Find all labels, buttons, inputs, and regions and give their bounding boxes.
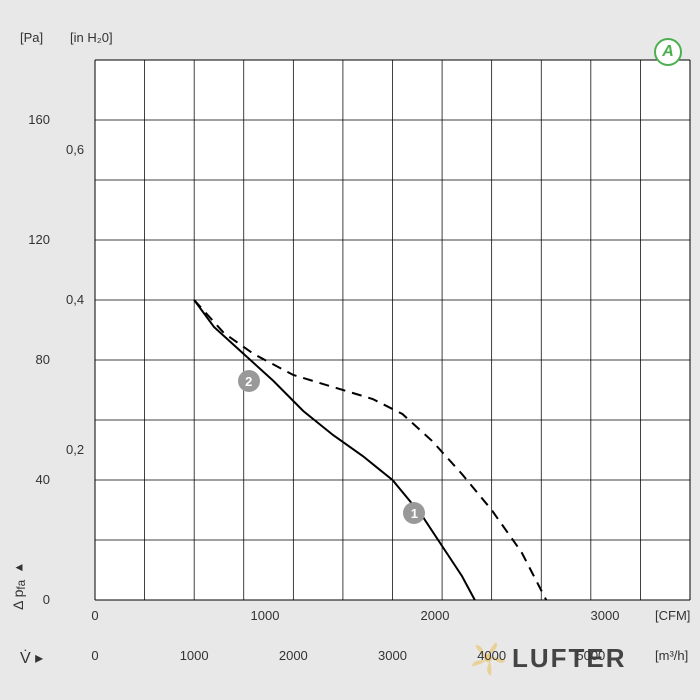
y-unit-pa-label: [Pa] [20,30,43,45]
y-unit-inh2o-label: [in H₂0] [70,30,113,45]
y-tick-inh2o: 0,4 [66,292,84,307]
y-tick-pa: 80 [15,352,50,367]
x-tick-m3h: 0 [70,648,120,663]
y-tick-pa: 160 [15,112,50,127]
y-tick-inh2o: 0,6 [66,142,84,157]
x-tick-cfm: 0 [70,608,120,623]
x-tick-m3h: 1000 [169,648,219,663]
y-tick-pa: 120 [15,232,50,247]
x-unit-m3h-label: [m³/h] [655,648,688,663]
x-tick-cfm: 1000 [240,608,290,623]
y-tick-pa: 0 [15,592,50,607]
x-tick-cfm: 2000 [410,608,460,623]
badge-a: A [654,38,682,66]
x-tick-m3h: 3000 [368,648,418,663]
x-tick-cfm: 3000 [580,608,630,623]
x-tick-m3h: 2000 [268,648,318,663]
x-axis-title: V̇ ▸ [20,648,43,668]
curve-marker-2: 2 [238,370,260,392]
curves [0,0,700,700]
x-tick-m3h: 5000 [566,648,616,663]
y-tick-inh2o: 0,2 [66,442,84,457]
x-tick-m3h: 4000 [467,648,517,663]
y-tick-pa: 40 [15,472,50,487]
fan-performance-chart: [Pa] [in H₂0] [CFM] [m³/h] Δ pfa ▸ V̇ ▸ … [0,0,700,700]
x-unit-cfm-label: [CFM] [655,608,690,623]
